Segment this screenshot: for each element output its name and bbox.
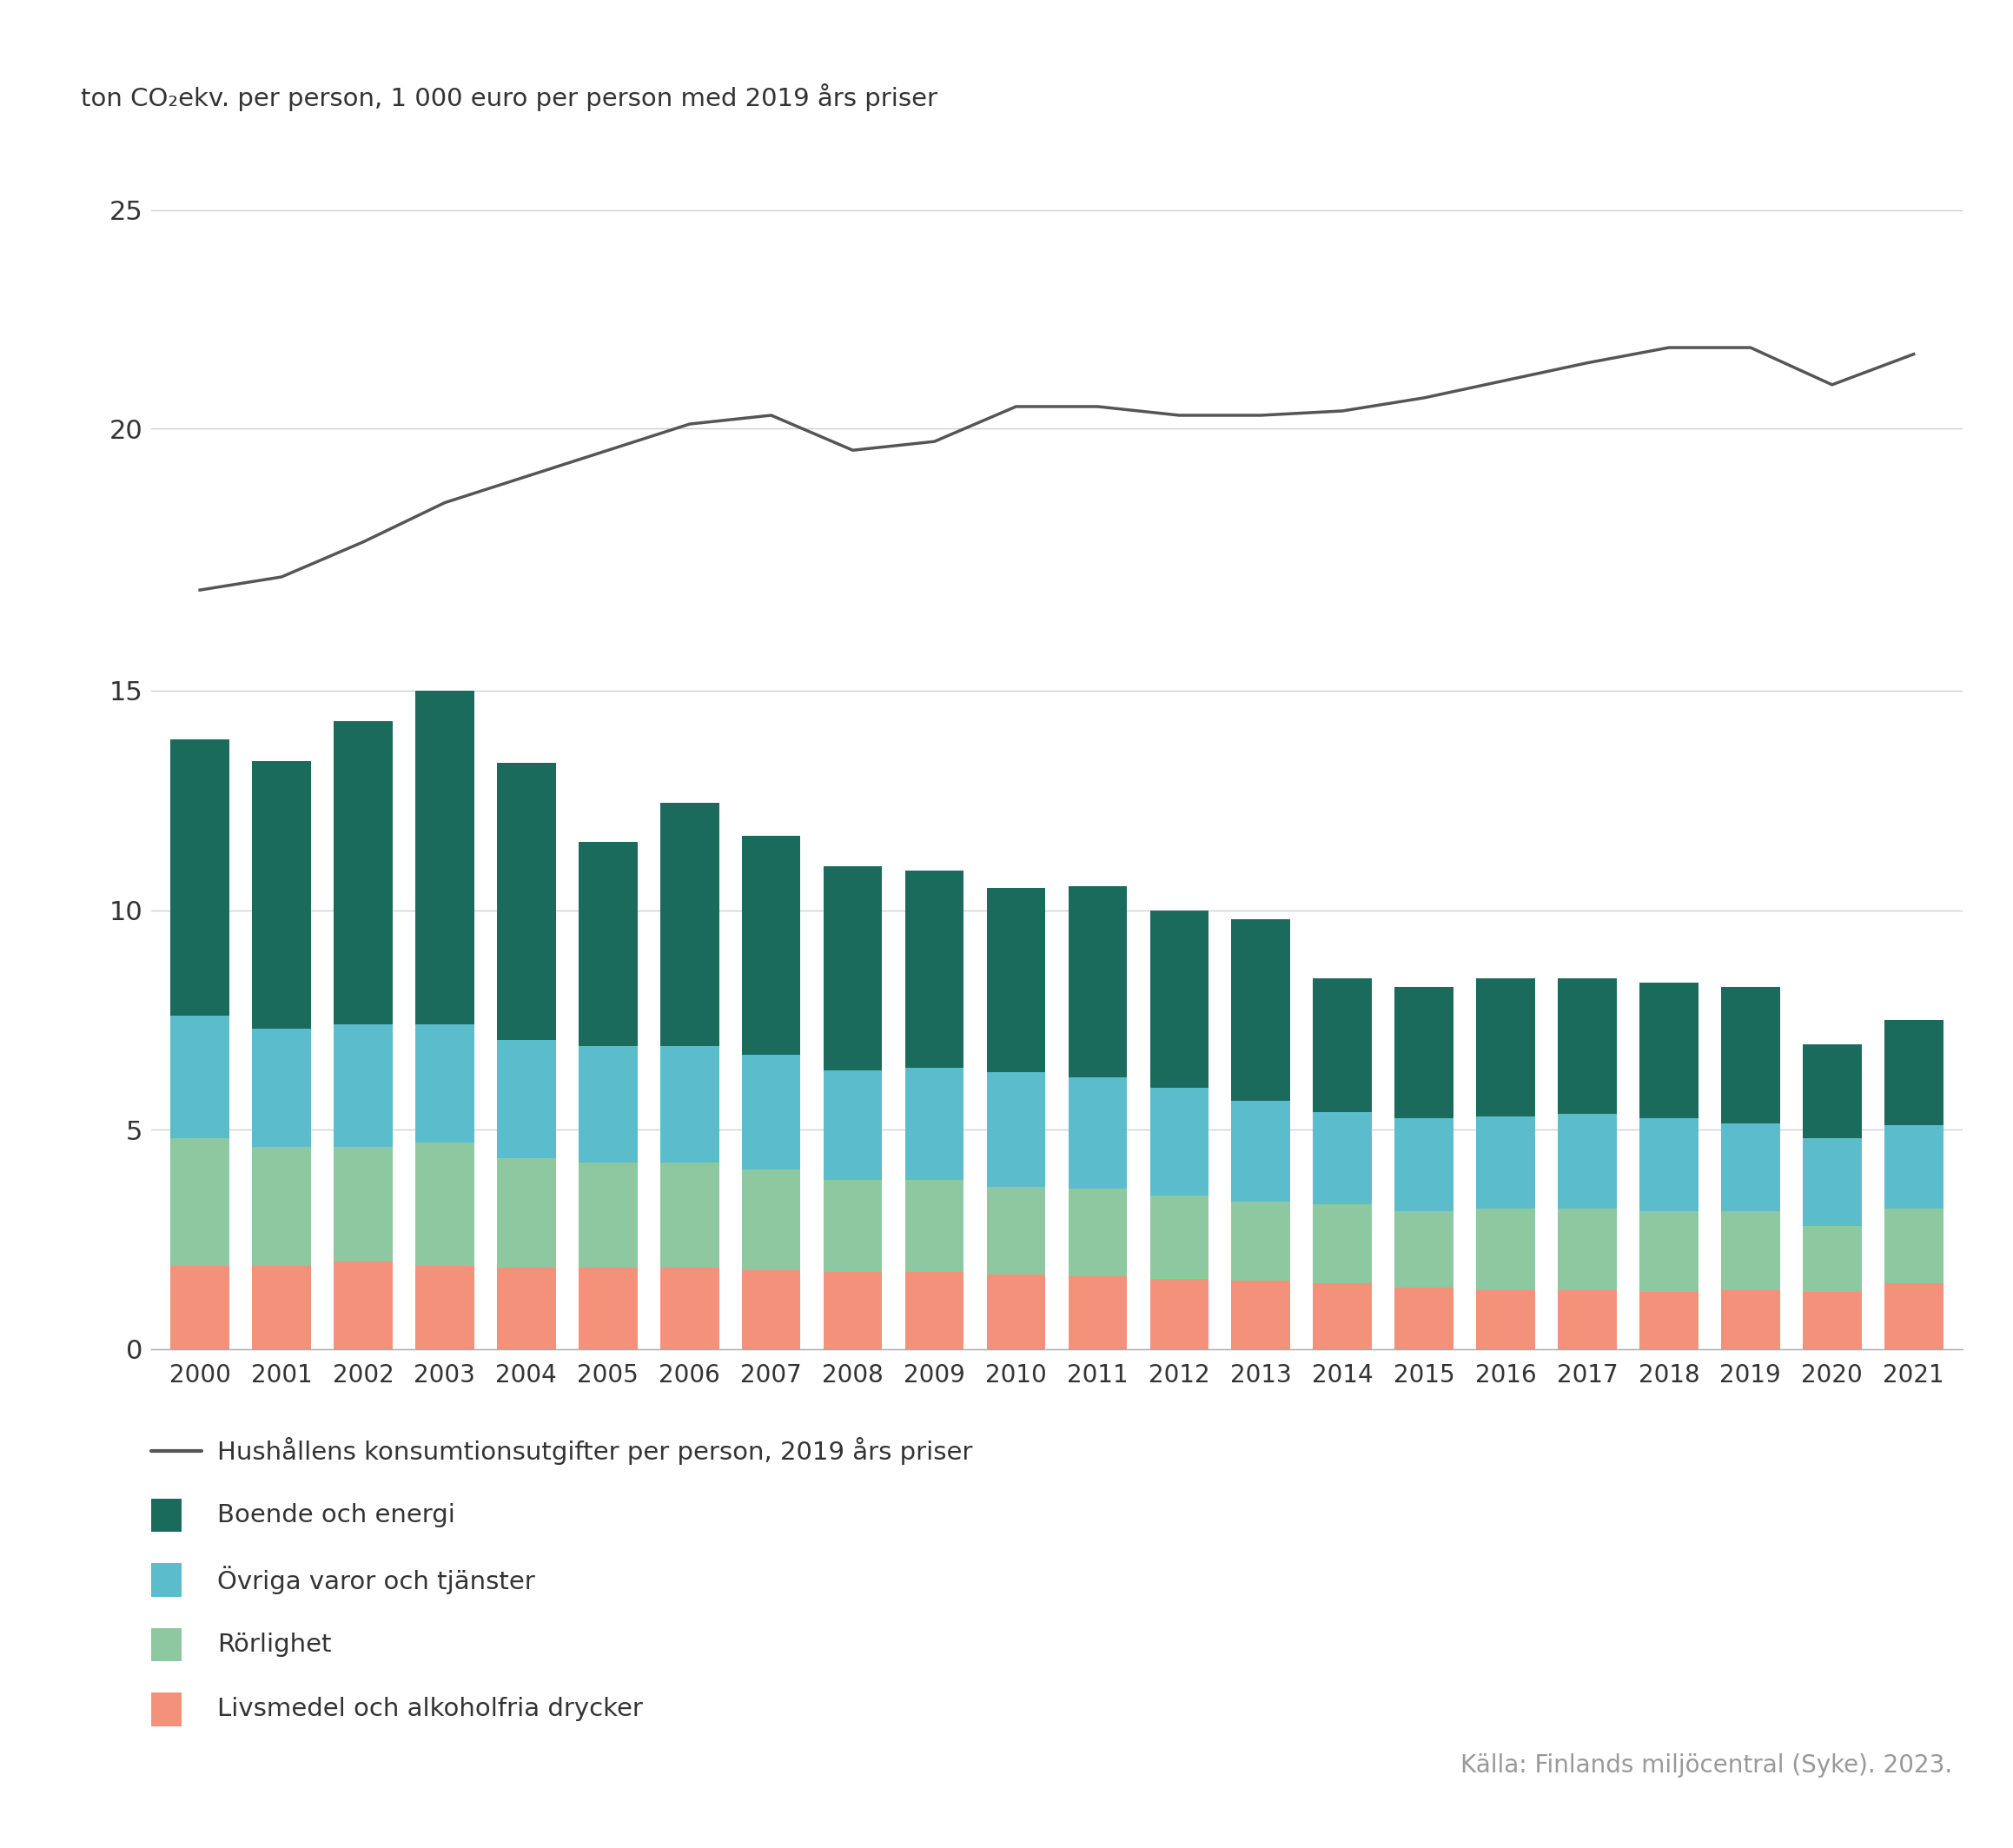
Bar [1558, 1290, 1616, 1349]
Bar [171, 1138, 229, 1266]
Bar [1558, 978, 1616, 1114]
Bar [1721, 1210, 1779, 1290]
Bar [171, 1266, 229, 1349]
Bar [1558, 1209, 1616, 1290]
Bar [986, 1072, 1045, 1186]
Bar [1069, 1277, 1127, 1349]
Bar [1884, 1125, 1943, 1209]
Bar [334, 1260, 393, 1349]
Bar [1558, 1114, 1616, 1209]
Bar [1232, 1201, 1290, 1281]
Bar [823, 1070, 882, 1181]
Bar [1232, 1281, 1290, 1349]
Text: ton CO₂ekv. per person, 1 000 euro per person med 2019 års priser: ton CO₂ekv. per person, 1 000 euro per p… [81, 83, 938, 111]
Bar [1312, 978, 1371, 1112]
Bar [1639, 1118, 1699, 1210]
Bar [986, 889, 1045, 1072]
Bar [1476, 1290, 1536, 1349]
Bar [1476, 1209, 1536, 1290]
Bar [1395, 1118, 1453, 1210]
Bar [415, 1142, 475, 1266]
Bar [1476, 978, 1536, 1116]
Bar [906, 1271, 964, 1349]
Bar [1069, 1188, 1127, 1277]
Bar [1149, 1088, 1208, 1196]
Bar [252, 1029, 310, 1148]
Bar [171, 1016, 229, 1138]
Text: Boende och energi: Boende och energi [217, 1502, 455, 1528]
Bar [906, 1181, 964, 1271]
Bar [1804, 1138, 1862, 1227]
Bar [743, 835, 801, 1055]
Bar [986, 1186, 1045, 1275]
Text: Källa: Finlands miljöcentral (Syke). 2023.: Källa: Finlands miljöcentral (Syke). 202… [1461, 1754, 1953, 1778]
Bar [986, 1275, 1045, 1349]
Bar [171, 739, 229, 1016]
Bar [415, 1024, 475, 1142]
Bar [660, 802, 719, 1046]
Bar [1804, 1292, 1862, 1349]
Bar [497, 1159, 556, 1268]
Bar [497, 1268, 556, 1349]
Bar [1232, 918, 1290, 1101]
Bar [334, 1024, 393, 1148]
Bar [1232, 1101, 1290, 1201]
Bar [823, 1271, 882, 1349]
Bar [660, 1162, 719, 1268]
Bar [1884, 1209, 1943, 1283]
Bar [497, 1040, 556, 1159]
Bar [823, 1181, 882, 1271]
Bar [1476, 1116, 1536, 1209]
Bar [252, 761, 310, 1029]
Bar [1884, 1283, 1943, 1349]
Bar [823, 867, 882, 1070]
Bar [1069, 885, 1127, 1077]
Bar [660, 1046, 719, 1162]
Text: Övriga varor och tjänster: Övriga varor och tjänster [217, 1565, 535, 1595]
Bar [252, 1266, 310, 1349]
Bar [415, 1266, 475, 1349]
Bar [1639, 1210, 1699, 1292]
Bar [1639, 1292, 1699, 1349]
Bar [1069, 1077, 1127, 1188]
Bar [415, 691, 475, 1024]
Bar [1804, 1227, 1862, 1292]
Text: Livsmedel och alkoholfria drycker: Livsmedel och alkoholfria drycker [217, 1696, 642, 1722]
Bar [1721, 987, 1779, 1124]
Bar [1312, 1205, 1371, 1283]
Bar [334, 1148, 393, 1260]
Bar [743, 1270, 801, 1349]
Bar [578, 843, 638, 1046]
Text: Hushållens konsumtionsutgifter per person, 2019 års priser: Hushållens konsumtionsutgifter per perso… [217, 1436, 972, 1465]
Bar [1639, 983, 1699, 1118]
Bar [1149, 1279, 1208, 1349]
Bar [1395, 987, 1453, 1118]
Text: Rörlighet: Rörlighet [217, 1632, 332, 1658]
Bar [1149, 1196, 1208, 1279]
Bar [1721, 1124, 1779, 1210]
Bar [578, 1162, 638, 1268]
Bar [334, 721, 393, 1024]
Bar [743, 1170, 801, 1270]
Bar [1312, 1112, 1371, 1205]
Bar [743, 1055, 801, 1170]
Bar [1884, 1020, 1943, 1125]
Bar [1149, 911, 1208, 1088]
Bar [660, 1268, 719, 1349]
Bar [1395, 1210, 1453, 1288]
Bar [1312, 1283, 1371, 1349]
Bar [497, 763, 556, 1040]
Bar [906, 1068, 964, 1181]
Bar [906, 870, 964, 1068]
Bar [1804, 1044, 1862, 1138]
Bar [1395, 1288, 1453, 1349]
Bar [578, 1046, 638, 1162]
Bar [252, 1148, 310, 1266]
Bar [578, 1268, 638, 1349]
Bar [1721, 1290, 1779, 1349]
